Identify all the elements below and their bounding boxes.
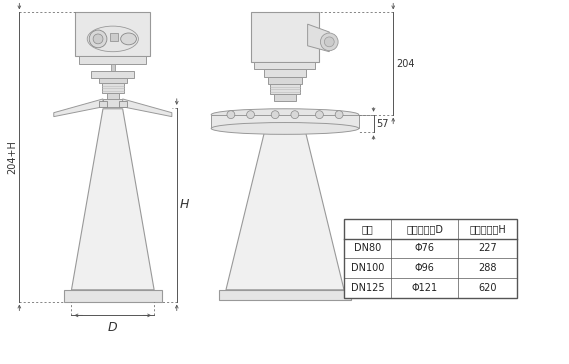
Ellipse shape: [211, 109, 359, 120]
Circle shape: [291, 111, 299, 119]
Ellipse shape: [211, 123, 359, 134]
Bar: [99, 78, 126, 83]
Ellipse shape: [87, 26, 138, 52]
Circle shape: [324, 37, 334, 47]
Text: 法兰: 法兰: [362, 224, 373, 234]
Polygon shape: [72, 109, 154, 290]
Text: Φ96: Φ96: [415, 263, 435, 273]
Text: 204+H: 204+H: [7, 140, 18, 174]
Circle shape: [315, 111, 323, 119]
Text: Φ121: Φ121: [411, 283, 438, 293]
Polygon shape: [226, 128, 344, 290]
Bar: [91, 71, 134, 78]
Bar: [76, 12, 150, 56]
Bar: [107, 93, 119, 99]
Circle shape: [89, 30, 107, 48]
Circle shape: [246, 111, 254, 119]
Bar: [79, 56, 146, 63]
Bar: [265, 70, 306, 77]
Bar: [250, 12, 319, 62]
Text: DN125: DN125: [351, 283, 385, 293]
Text: 204: 204: [396, 59, 415, 68]
Text: 227: 227: [479, 244, 497, 253]
Bar: [211, 115, 359, 128]
Bar: [270, 84, 300, 94]
Polygon shape: [54, 99, 103, 116]
Text: DN80: DN80: [354, 244, 381, 253]
Circle shape: [320, 33, 338, 51]
Bar: [103, 99, 123, 107]
Text: 620: 620: [479, 283, 497, 293]
Bar: [274, 94, 296, 101]
Bar: [268, 77, 302, 84]
Bar: [219, 290, 351, 300]
Polygon shape: [308, 24, 329, 52]
Circle shape: [271, 111, 279, 119]
Bar: [344, 219, 517, 298]
Bar: [254, 62, 315, 70]
Polygon shape: [123, 99, 172, 116]
Circle shape: [93, 34, 103, 44]
Bar: [110, 33, 118, 41]
Circle shape: [335, 111, 343, 119]
Text: 288: 288: [479, 263, 497, 273]
Bar: [111, 63, 115, 71]
Text: 57: 57: [377, 119, 389, 128]
Text: H: H: [180, 198, 189, 211]
Bar: [102, 83, 123, 93]
Text: D: D: [108, 321, 118, 334]
Circle shape: [227, 111, 235, 119]
Bar: [99, 101, 107, 107]
Ellipse shape: [121, 33, 137, 45]
Text: 喇叭口直径D: 喇叭口直径D: [406, 224, 443, 234]
Text: 喇叭口高度H: 喇叭口高度H: [469, 224, 506, 234]
Bar: [119, 101, 126, 107]
Text: Φ76: Φ76: [415, 244, 435, 253]
Bar: [64, 290, 162, 302]
Text: DN100: DN100: [351, 263, 384, 273]
